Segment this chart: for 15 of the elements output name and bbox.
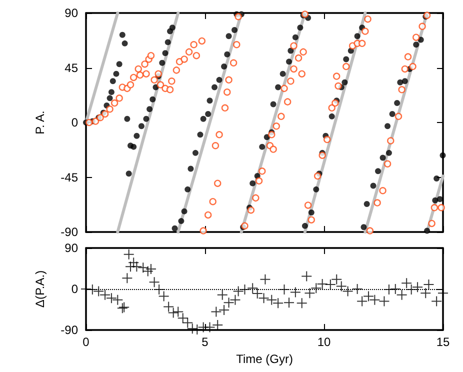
y-tick-label: 45: [64, 60, 78, 75]
y-tick-label: -45: [60, 170, 78, 184]
x-tick-label: 10: [317, 335, 331, 349]
y-axis-title: P. A.: [33, 110, 47, 134]
y-tick-label: 90: [64, 6, 78, 20]
x-tick-label: 15: [436, 335, 450, 349]
y-tick-label: 0: [71, 282, 78, 296]
y-tick-label: -90: [60, 225, 78, 239]
y-tick-label: 0: [71, 116, 78, 130]
y-axis-title: Δ(P.A.): [33, 270, 47, 308]
x-tick-label: 0: [82, 335, 90, 349]
y-tick-label: -90: [60, 323, 78, 337]
x-tick-label: 5: [202, 335, 209, 349]
x-axis-title: Time (Gyr): [236, 352, 293, 366]
y-tick-label: 90: [64, 241, 78, 255]
